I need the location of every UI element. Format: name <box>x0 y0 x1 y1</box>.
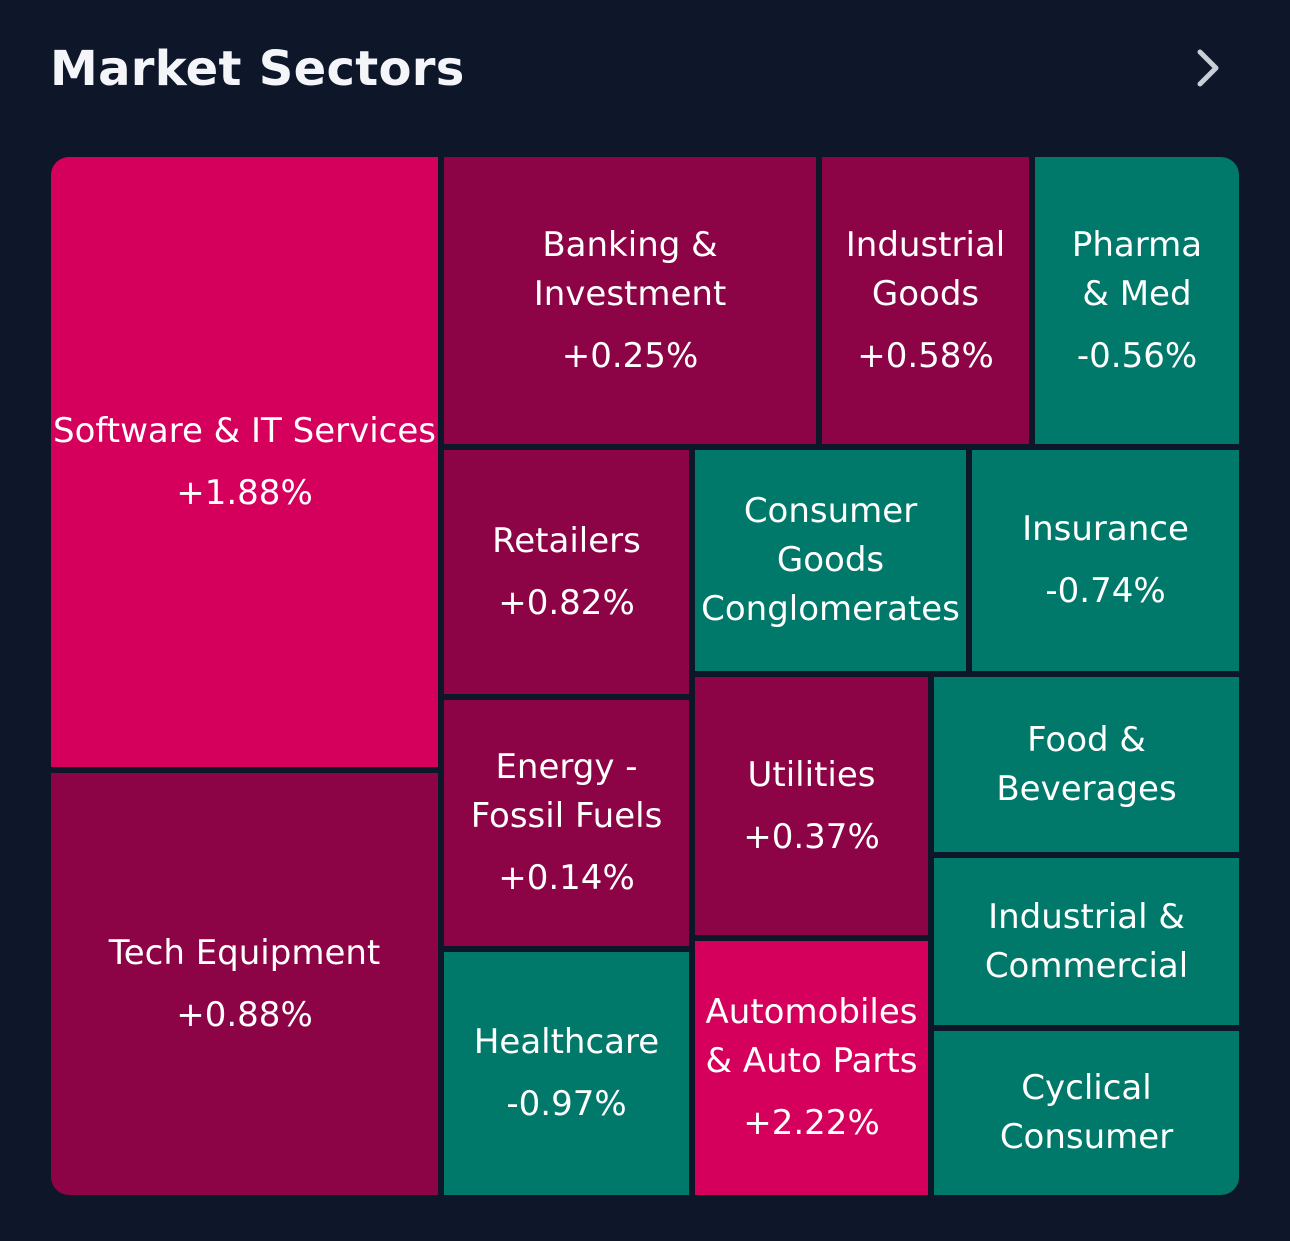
tile-utilities[interactable]: Utilities +0.37% <box>695 677 928 935</box>
chevron-right-icon[interactable] <box>1186 44 1230 92</box>
tile-energy[interactable]: Energy - Fossil Fuels +0.14% <box>444 700 689 946</box>
tile-change: +0.37% <box>743 816 880 857</box>
tile-cyclical[interactable]: Cyclical Consumer <box>934 1031 1239 1195</box>
tile-label: Food & Beverages <box>996 719 1177 809</box>
tile-tech-equipment[interactable]: Tech Equipment +0.88% <box>51 773 438 1195</box>
tile-label: Software & IT Services <box>53 410 436 451</box>
tile-label: Utilities <box>747 754 876 795</box>
tile-change: +0.58% <box>857 335 994 376</box>
sector-treemap: Software & IT Services +1.88% Tech Equip… <box>51 157 1239 1195</box>
tile-change: +0.14% <box>498 858 635 898</box>
tile-automobiles[interactable]: Automobiles & Auto Parts +2.22% <box>695 941 928 1195</box>
tile-change: +2.22% <box>743 1103 880 1143</box>
tile-pharma[interactable]: Pharma & Med -0.56% <box>1035 157 1239 444</box>
tile-change: +0.88% <box>176 994 313 1035</box>
tile-label: Cyclical Consumer <box>999 1068 1174 1157</box>
page-title: Market Sectors <box>50 41 465 97</box>
tile-change: +0.25% <box>561 335 699 376</box>
tile-banking[interactable]: Banking & Investment +0.25% <box>444 157 816 444</box>
tile-label: Industrial & Commercial <box>984 896 1189 986</box>
tile-change: -0.74% <box>1045 571 1166 611</box>
tile-retailers[interactable]: Retailers +0.82% <box>444 450 689 694</box>
tile-label: Automobiles & Auto Parts <box>705 992 918 1081</box>
tile-change: +1.88% <box>176 472 313 513</box>
tile-change: -0.97% <box>506 1084 627 1124</box>
tile-consumer-goods[interactable]: Consumer Goods Conglomerates <box>695 450 966 671</box>
tile-label: Banking & Investment <box>533 224 727 314</box>
tile-food[interactable]: Food & Beverages <box>934 677 1239 852</box>
tile-label: Healthcare <box>473 1022 660 1062</box>
tile-industrial-commercial[interactable]: Industrial & Commercial <box>934 858 1239 1025</box>
tile-software[interactable]: Software & IT Services +1.88% <box>51 157 438 767</box>
tile-healthcare[interactable]: Healthcare -0.97% <box>444 952 689 1195</box>
tile-label: Tech Equipment <box>108 932 381 973</box>
tile-insurance[interactable]: Insurance -0.74% <box>972 450 1239 671</box>
tile-industrial-goods[interactable]: Industrial Goods +0.58% <box>822 157 1029 444</box>
tile-change: +0.82% <box>498 582 635 623</box>
tile-change: -0.56% <box>1076 335 1198 376</box>
tile-label: Retailers <box>492 520 641 561</box>
tile-label: Insurance <box>1022 509 1189 549</box>
tile-label: Consumer Goods Conglomerates <box>701 491 960 629</box>
tile-label: Industrial Goods <box>845 224 1006 314</box>
tile-label: Pharma & Med <box>1071 224 1203 314</box>
tile-label: Energy - Fossil Fuels <box>470 747 663 836</box>
